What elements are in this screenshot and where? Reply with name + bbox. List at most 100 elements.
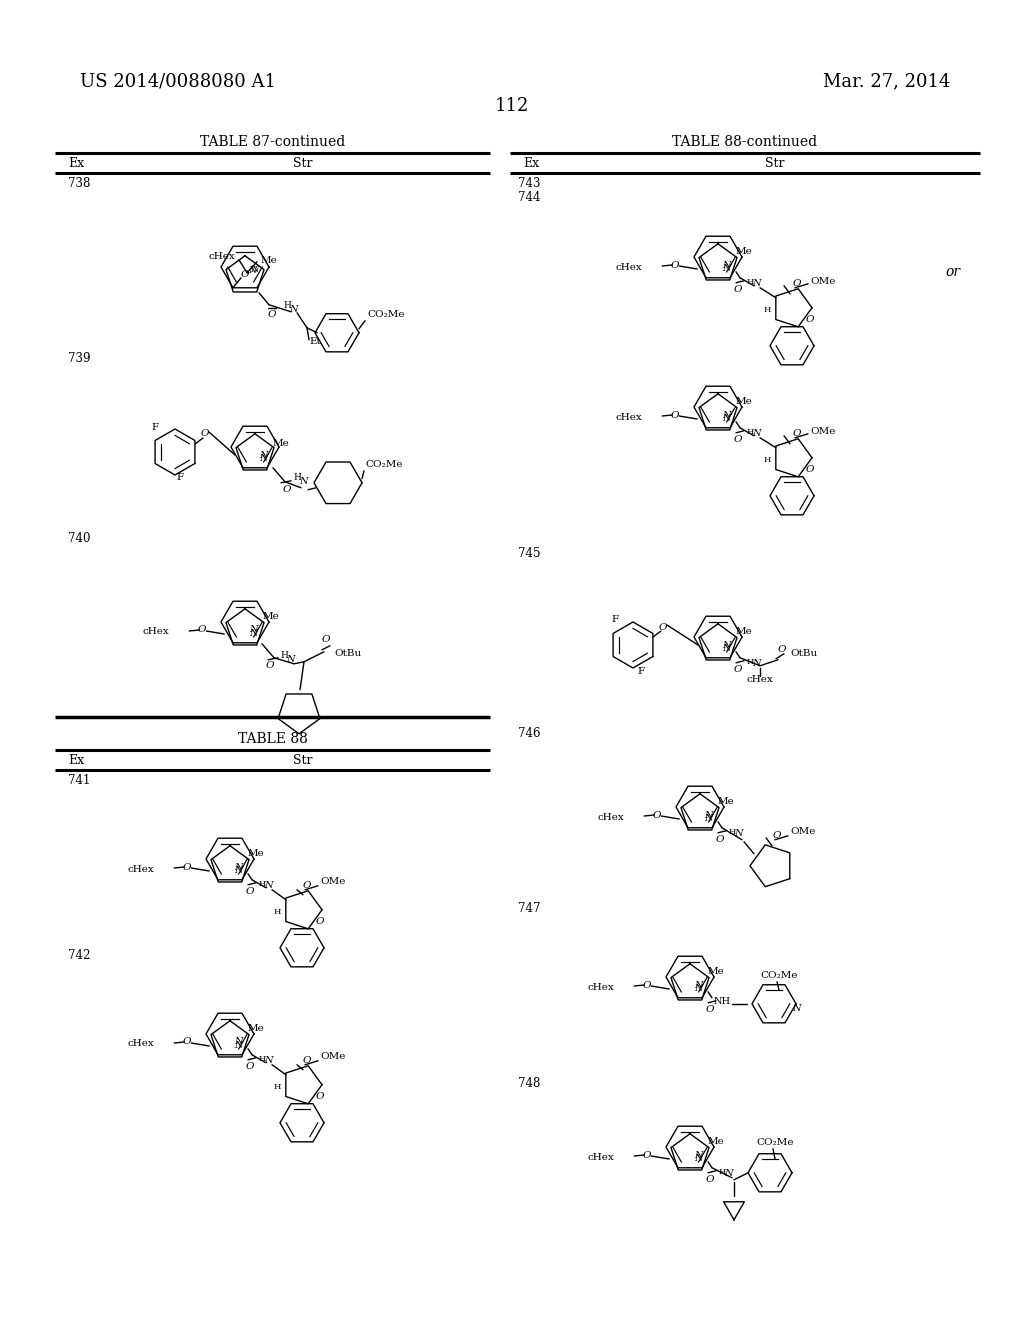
Text: O: O	[671, 260, 680, 269]
Text: cHex: cHex	[588, 1152, 614, 1162]
Text: US 2014/0088080 A1: US 2014/0088080 A1	[80, 73, 276, 90]
Text: OMe: OMe	[319, 1052, 345, 1061]
Text: N: N	[249, 626, 257, 635]
Text: N: N	[289, 305, 297, 314]
Text: cHex: cHex	[615, 263, 642, 272]
Text: N: N	[792, 1005, 800, 1014]
Text: O: O	[241, 271, 249, 280]
Text: Ex: Ex	[68, 754, 84, 767]
Text: O: O	[303, 882, 311, 890]
Text: CO₂Me: CO₂Me	[365, 461, 402, 470]
Text: Me: Me	[261, 256, 278, 265]
Text: N: N	[249, 630, 257, 639]
Text: H: H	[746, 428, 754, 436]
Text: O: O	[283, 486, 291, 494]
Text: H: H	[258, 880, 265, 888]
Text: cHex: cHex	[208, 252, 234, 261]
Text: Me: Me	[273, 440, 290, 449]
Text: Me: Me	[248, 1024, 265, 1034]
Text: H: H	[273, 908, 281, 916]
Text: O: O	[315, 917, 325, 927]
Text: O: O	[793, 429, 801, 438]
Text: H: H	[280, 651, 288, 660]
Text: F: F	[611, 615, 618, 623]
Text: N: N	[264, 1056, 272, 1065]
Text: F: F	[152, 424, 159, 433]
Text: 740: 740	[68, 532, 90, 545]
Text: O: O	[734, 436, 742, 445]
Text: N: N	[734, 829, 742, 838]
Text: OtBu: OtBu	[334, 649, 361, 659]
Text: CO₂Me: CO₂Me	[760, 972, 798, 981]
Text: Me: Me	[708, 968, 725, 977]
Text: N: N	[233, 1038, 243, 1047]
Text: cHex: cHex	[615, 412, 642, 421]
Text: H: H	[763, 455, 771, 463]
Text: N: N	[248, 267, 256, 276]
Text: 743: 743	[518, 177, 541, 190]
Text: H: H	[728, 828, 735, 836]
Text: O: O	[658, 623, 668, 631]
Text: O: O	[806, 465, 814, 474]
Text: O: O	[322, 635, 331, 644]
Text: O: O	[706, 1175, 715, 1184]
Text: 747: 747	[518, 902, 541, 915]
Text: O: O	[653, 810, 662, 820]
Text: O: O	[183, 862, 191, 871]
Text: OMe: OMe	[810, 277, 836, 286]
Text: N: N	[286, 655, 294, 664]
Text: N: N	[693, 1151, 702, 1159]
Text: N: N	[250, 265, 259, 275]
Text: H: H	[718, 1168, 726, 1176]
Text: O: O	[315, 1092, 325, 1101]
Text: 748: 748	[518, 1077, 541, 1090]
Text: OMe: OMe	[790, 828, 815, 837]
Text: O: O	[806, 315, 814, 325]
Text: N: N	[703, 814, 713, 824]
Text: CO₂Me: CO₂Me	[757, 1138, 794, 1147]
Text: cHex: cHex	[597, 813, 625, 821]
Text: H: H	[763, 306, 771, 314]
Text: N: N	[722, 411, 730, 420]
Text: Me: Me	[708, 1138, 725, 1146]
Text: O: O	[246, 1063, 254, 1072]
Text: N: N	[752, 659, 760, 668]
Text: O: O	[198, 626, 207, 635]
Text: 742: 742	[68, 949, 90, 962]
Text: N: N	[299, 478, 307, 486]
Text: Me: Me	[248, 849, 265, 858]
Text: cHex: cHex	[746, 676, 773, 684]
Text: N: N	[722, 414, 730, 424]
Text: O: O	[734, 665, 742, 675]
Text: Me: Me	[736, 627, 753, 636]
Text: TABLE 87-continued: TABLE 87-continued	[200, 135, 345, 149]
Text: N: N	[693, 981, 702, 990]
Text: TABLE 88-continued: TABLE 88-continued	[673, 135, 817, 149]
Text: OMe: OMe	[319, 878, 345, 886]
Text: Str: Str	[765, 157, 784, 170]
Text: O: O	[643, 981, 651, 990]
Text: 745: 745	[518, 546, 541, 560]
Text: Mar. 27, 2014: Mar. 27, 2014	[822, 73, 950, 90]
Text: O: O	[773, 832, 781, 841]
Text: N: N	[722, 644, 730, 653]
Text: cHex: cHex	[588, 982, 614, 991]
Text: O: O	[643, 1151, 651, 1159]
Text: N: N	[264, 882, 272, 890]
Text: N: N	[233, 1041, 243, 1051]
Text: Str: Str	[293, 754, 312, 767]
Text: N: N	[693, 985, 702, 993]
Text: N: N	[259, 454, 267, 463]
Text: N: N	[722, 640, 730, 649]
Text: N: N	[724, 1170, 732, 1179]
Text: N: N	[233, 866, 243, 875]
Text: Str: Str	[293, 157, 312, 170]
Text: O: O	[671, 411, 680, 420]
Text: H: H	[293, 474, 301, 482]
Text: cHex: cHex	[127, 865, 155, 874]
Text: H: H	[273, 1082, 281, 1090]
Text: Ex: Ex	[523, 157, 539, 170]
Text: 744: 744	[518, 191, 541, 205]
Text: O: O	[734, 285, 742, 294]
Text: O: O	[267, 310, 276, 319]
